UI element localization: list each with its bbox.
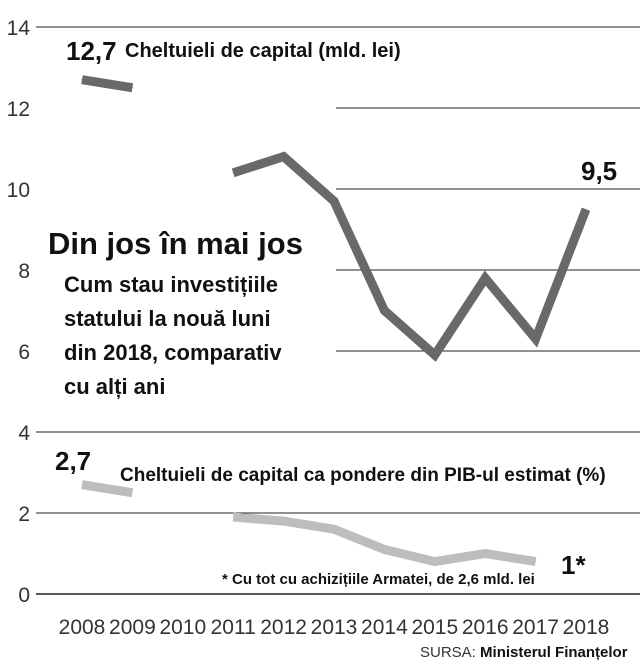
series-1-point-2017: [535, 338, 537, 340]
series-2-legend-label: Cheltuieli de capital ca pondere din PIB…: [120, 465, 606, 486]
series-1-legend-label: Cheltuieli de capital (mld. lei): [125, 40, 401, 62]
footnote: * Cu tot cu achizițiile Armatei, de 2,6 …: [222, 571, 535, 588]
series-1-line-segment-2: [231, 151, 591, 362]
source-attribution: SURSA: Ministerul Finanțelor: [420, 644, 628, 661]
source-prefix: SURSA:: [420, 644, 476, 661]
x-tick-label: 2008: [59, 616, 106, 639]
series-1-point-2008: [81, 79, 83, 81]
series-1-point-2013: [333, 200, 335, 202]
series-2-point-2014: [383, 548, 385, 550]
series-1-point-2014: [383, 310, 385, 311]
y-tick-label: 4: [18, 422, 30, 445]
x-tick-label: 2009: [109, 616, 156, 639]
chart-subtitle-line-2: statului la nouă luni: [64, 306, 271, 331]
gridlines: [36, 26, 640, 595]
series-2-point-2012: [283, 520, 285, 522]
x-tick-label: 2016: [462, 616, 509, 639]
series-1-point-2015: [434, 354, 436, 356]
series-1-point-2016: [484, 277, 486, 279]
chart-subtitle-line-4: cu alți ani: [64, 374, 165, 399]
x-axis-ticks: 2008 2009 2010 2011 2012 2013 2014 2015 2016 2017…: [59, 616, 610, 639]
series-1-point-2011: [232, 172, 234, 174]
y-axis-ticks: 0 2 4 6 8 10 12 14: [7, 17, 31, 607]
y-tick-label: 12: [7, 98, 30, 121]
series-lines: [81, 75, 591, 567]
chart-title: Din jos în mai jos: [48, 226, 303, 261]
series-2-point-2017: [535, 561, 537, 563]
x-tick-label: 2011: [211, 616, 256, 639]
series-2-start-label: 2,7: [55, 446, 91, 476]
chart-subtitle-line-3: din 2018, comparativ: [64, 340, 282, 365]
y-tick-label: 6: [18, 341, 30, 364]
series-1-end-label: 9,5: [581, 156, 617, 186]
y-tick-label: 2: [18, 503, 30, 526]
source-name: Ministerul Finanțelor: [480, 644, 628, 661]
x-tick-label: 2013: [311, 616, 358, 639]
series-1-point-2012: [283, 156, 285, 158]
y-tick-label: 8: [18, 260, 30, 283]
x-tick-label: 2012: [260, 616, 307, 639]
y-tick-label: 0: [18, 584, 30, 607]
x-tick-label: 2018: [563, 616, 610, 639]
series-1-point-2018: [585, 208, 587, 210]
x-tick-label: 2015: [411, 616, 458, 639]
x-tick-label: 2017: [512, 616, 559, 639]
series-2-line-segment-2: [232, 512, 537, 567]
series-1-line-segment-1: [81, 75, 134, 93]
series-2-point-2016: [484, 553, 486, 554]
series-2-point-2008: [81, 484, 83, 486]
series-2-line-segment-1: [81, 480, 134, 498]
series-2-point-2009: [131, 492, 133, 494]
series-2-point-2013: [333, 528, 335, 530]
series-2-point-2011: [232, 516, 234, 518]
series-1-point-2009: [131, 87, 133, 89]
x-tick-label: 2014: [361, 616, 408, 639]
chart-subtitle-line-1: Cum stau investițiile: [64, 272, 278, 297]
y-tick-label: 14: [7, 17, 31, 40]
y-tick-label: 10: [7, 179, 30, 202]
series-2-point-2015: [434, 561, 436, 563]
x-tick-label: 2010: [159, 616, 206, 639]
series-1-start-label: 12,7: [66, 36, 117, 66]
series-2-end-label: 1*: [561, 550, 586, 580]
